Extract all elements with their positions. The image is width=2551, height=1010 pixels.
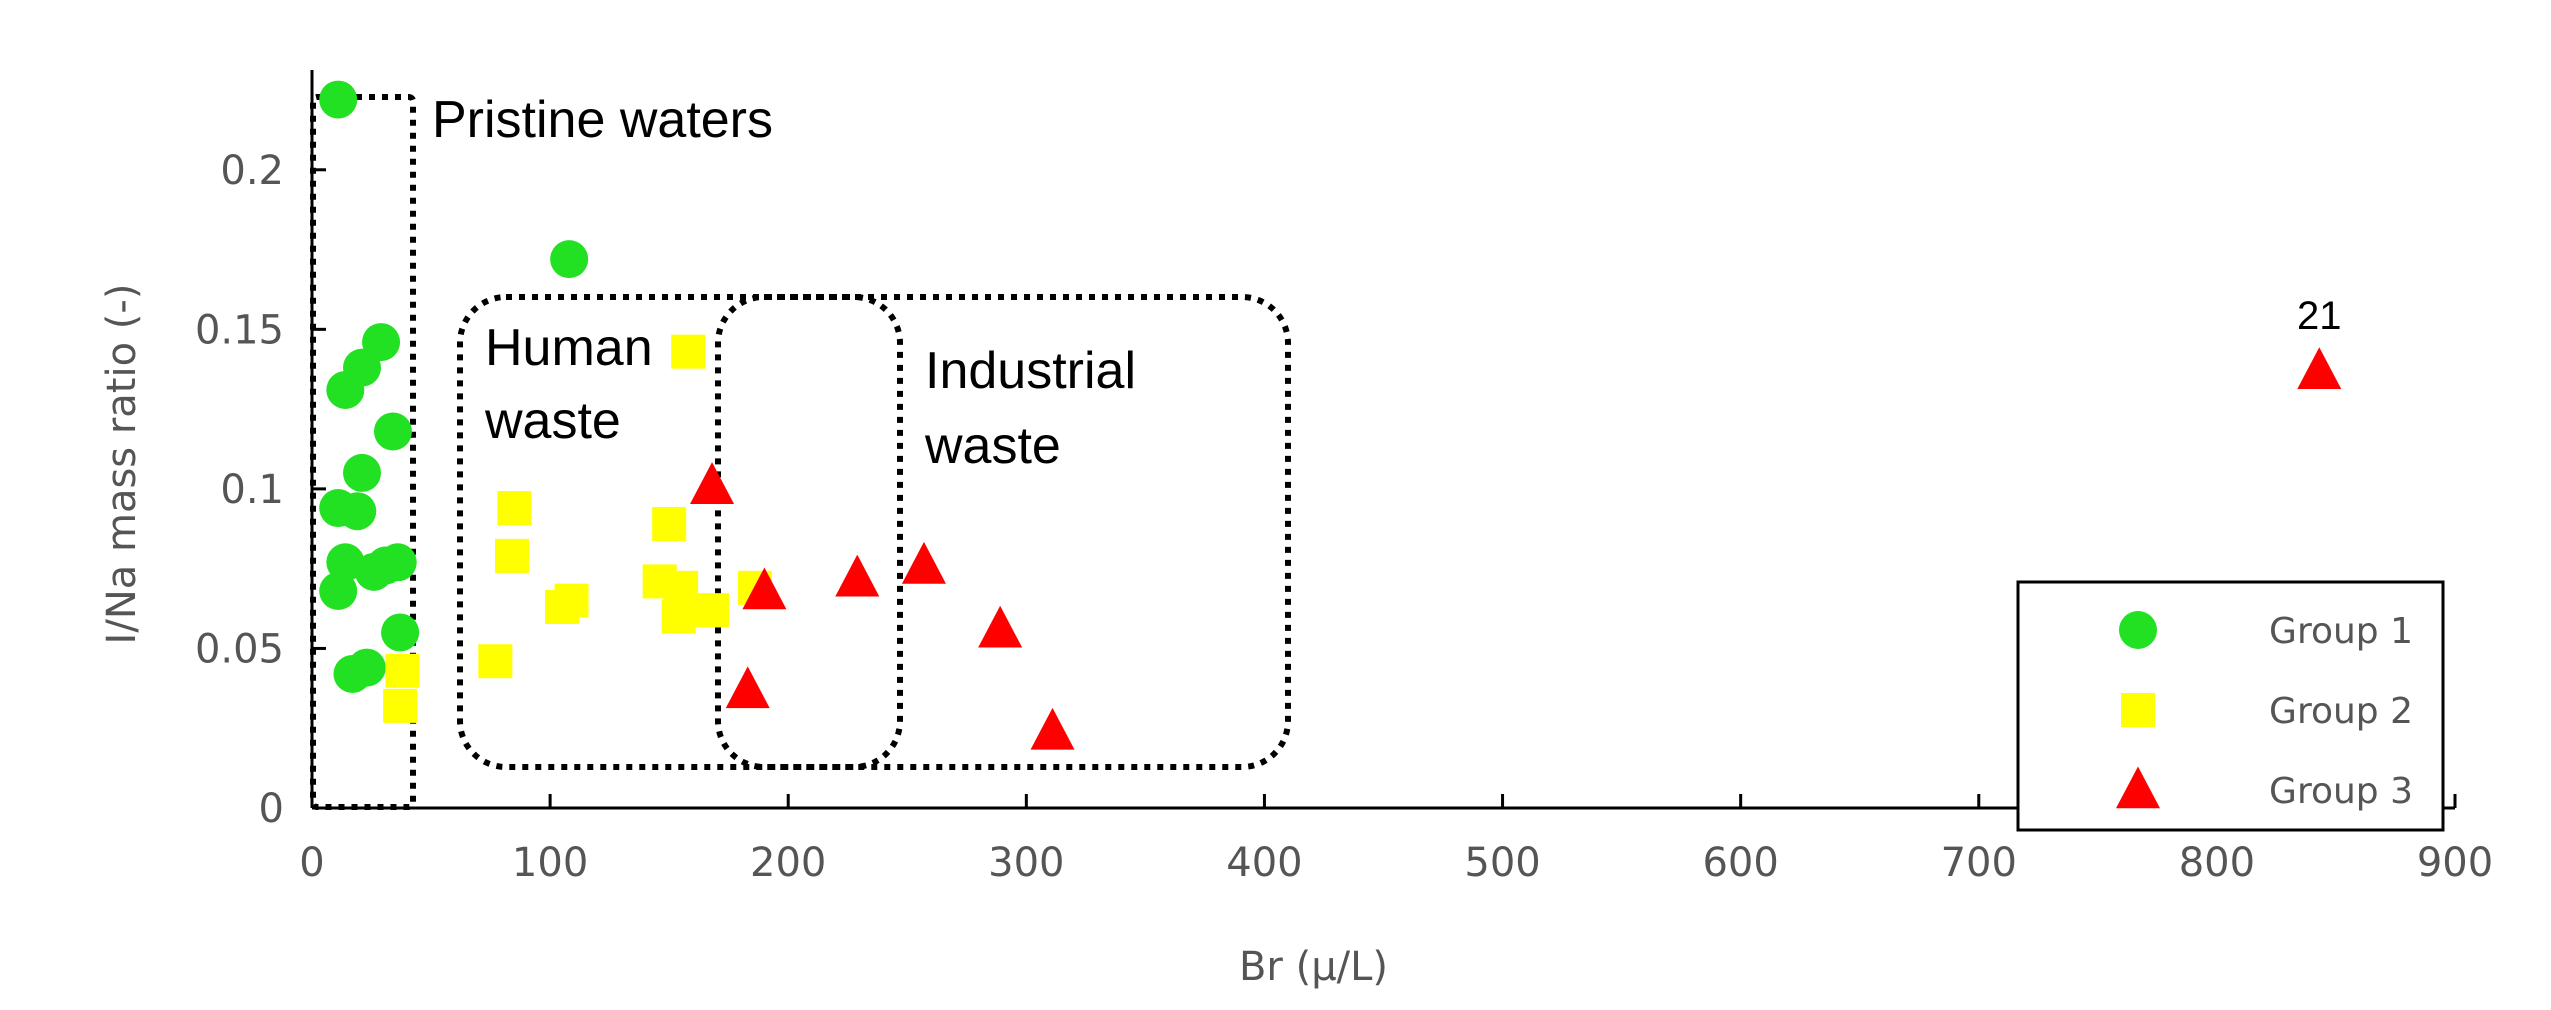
group3-point xyxy=(690,462,735,504)
y-tick-label: 0.1 xyxy=(220,467,284,513)
group1-point xyxy=(378,543,417,582)
group3-point xyxy=(725,666,770,709)
group1-point xyxy=(347,648,386,687)
group2-point xyxy=(385,653,420,688)
group3-point xyxy=(1030,707,1075,750)
legend-label-group2: Group 2 xyxy=(2269,691,2413,732)
group3-point xyxy=(742,567,787,610)
group2-point xyxy=(545,589,580,624)
group1-point xyxy=(550,240,589,279)
group3-point xyxy=(2297,347,2342,390)
human-waste-box xyxy=(457,294,903,770)
x-tick-label: 500 xyxy=(1464,840,1540,886)
group2-point xyxy=(695,593,730,628)
legend-box xyxy=(2016,580,2445,832)
x-tick-label: 900 xyxy=(2417,840,2493,886)
group1-point xyxy=(326,370,365,409)
x-tick-label: 600 xyxy=(1702,840,1778,886)
x-tick-label: 100 xyxy=(512,840,588,886)
annotation-human-waste-line1: Human xyxy=(485,319,653,377)
legend-label-group1: Group 1 xyxy=(2269,611,2413,652)
legend-label-group3: Group 3 xyxy=(2269,771,2413,812)
group2-point xyxy=(497,491,532,526)
group1-point xyxy=(338,492,377,531)
group1-point xyxy=(326,543,365,582)
group2-point xyxy=(652,506,687,541)
y-tick-label: 0.2 xyxy=(220,148,284,194)
group1-point xyxy=(319,572,358,611)
y-tick-label: 0 xyxy=(259,786,284,832)
group2-point xyxy=(478,644,513,679)
group3-point xyxy=(835,554,880,597)
point-label: 21 xyxy=(2297,294,2342,338)
group3-point xyxy=(978,605,1023,648)
industrial-waste-box xyxy=(715,294,1291,770)
group2-point xyxy=(664,570,699,605)
legend-marker-group2 xyxy=(2121,693,2155,727)
x-tick-label: 200 xyxy=(750,840,826,886)
x-tick-label: 300 xyxy=(988,840,1064,886)
group1-point xyxy=(319,80,358,119)
annotation-human-waste-line2: waste xyxy=(484,392,621,450)
group1-point xyxy=(381,613,420,652)
annotation-industrial-waste-line1: Industrial xyxy=(925,342,1136,400)
group1-point xyxy=(343,453,382,492)
group2-point xyxy=(495,538,530,573)
legend-marker-group3 xyxy=(2116,766,2160,809)
annotation-pristine-waters: Pristine waters xyxy=(432,91,773,149)
x-tick-label: 0 xyxy=(299,840,324,886)
y-axis-title: I/Na mass ratio (-) xyxy=(99,284,145,645)
group2-point xyxy=(671,334,706,369)
x-axis-title: Br (μ/L) xyxy=(1239,944,1388,990)
group2-point xyxy=(383,688,418,723)
x-tick-label: 400 xyxy=(1226,840,1302,886)
x-tick-label: 800 xyxy=(2179,840,2255,886)
group2-point xyxy=(661,599,696,634)
x-tick-label: 700 xyxy=(1941,840,2017,886)
legend-marker-group1 xyxy=(2119,611,2157,649)
group3-point xyxy=(901,541,946,584)
group1-point xyxy=(373,412,412,451)
y-tick-label: 0.15 xyxy=(195,307,284,353)
annotation-industrial-waste-line2: waste xyxy=(924,417,1061,475)
y-tick-label: 0.05 xyxy=(195,626,284,672)
